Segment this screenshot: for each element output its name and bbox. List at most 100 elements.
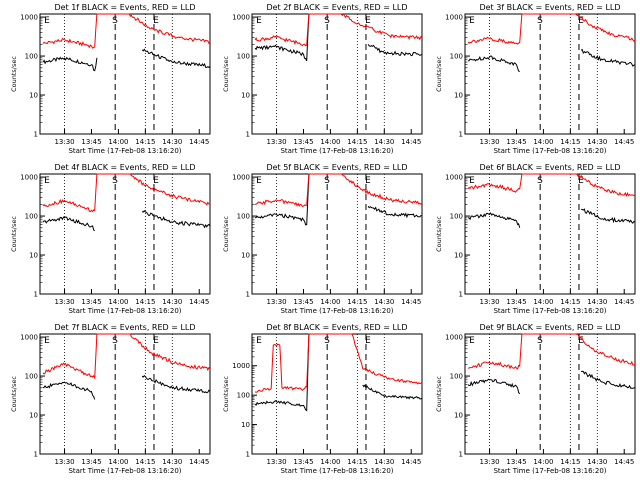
x-tick-label: 14:45 (401, 138, 421, 146)
y-tick-label: 1 (459, 451, 463, 459)
x-axis-label: Start Time (17-Feb-08 13:16:20) (280, 467, 393, 475)
interval-marker: E (153, 336, 159, 346)
detector-panel: Det 9f BLACK = Events, RED = LLD 1 10 100 10… (435, 323, 636, 475)
x-tick-label: 14:15 (560, 458, 580, 466)
x-tick-label: 13:30 (479, 458, 499, 466)
interval-marker: S (324, 176, 330, 186)
y-tick-label: 10 (454, 412, 463, 420)
y-tick-label: 100 (237, 392, 250, 400)
plot-frame (39, 13, 211, 135)
interval-marker: S (537, 336, 543, 346)
interval-marker: E (469, 176, 475, 186)
y-tick-label: 100 (450, 373, 463, 381)
lld-series-line (254, 13, 423, 47)
y-tick-label: 1 (246, 131, 250, 139)
y-axis-label: Counts/sec (222, 376, 230, 412)
interval-marker: S (537, 16, 543, 26)
x-tick-label: 14:30 (374, 298, 394, 306)
y-tick-label: 10 (454, 252, 463, 260)
x-tick-label: 13:30 (266, 138, 286, 146)
interval-marker: E (44, 176, 50, 186)
lld-series-line (467, 13, 636, 45)
x-tick-label: 14:15 (135, 298, 155, 306)
lld-series-line (467, 333, 636, 370)
detector-panel: Det 1f BLACK = Events, RED = LLD 1 10 100 10… (10, 3, 211, 155)
lld-series-line (467, 173, 636, 197)
x-tick-label: 14:15 (347, 298, 367, 306)
events-series-line (254, 333, 310, 412)
y-axis-label: Counts/sec (435, 376, 443, 412)
y-tick-label: 1 (459, 131, 463, 139)
x-tick-label: 14:15 (347, 138, 367, 146)
y-axis-label: Counts/sec (10, 216, 18, 252)
y-tick-label: 1000 (20, 14, 38, 22)
x-tick-label: 13:45 (506, 138, 526, 146)
y-axis-label: Counts/sec (435, 216, 443, 252)
y-tick-label: 1000 (445, 174, 463, 182)
x-tick-label: 14:45 (189, 138, 209, 146)
events-series-line (367, 44, 423, 57)
interval-marker: E (365, 16, 371, 26)
interval-marker: E (153, 176, 159, 186)
x-tick-label: 14:30 (162, 458, 182, 466)
detector-panel: Det 8f BLACK = Events, RED = LLD 1 10 100 10… (222, 323, 423, 475)
x-axis-label: Start Time (17-Feb-08 13:16:20) (68, 467, 181, 475)
interval-marker: E (578, 336, 584, 346)
y-tick-label: 1 (34, 131, 38, 139)
y-tick-label: 100 (25, 213, 38, 221)
events-series-line (467, 378, 521, 395)
y-tick-label: 100 (450, 53, 463, 61)
y-tick-label: 1000 (20, 334, 38, 342)
x-tick-label: 14:00 (108, 138, 128, 146)
y-tick-label: 100 (25, 373, 38, 381)
x-axis-label: Start Time (17-Feb-08 13:16:20) (493, 147, 606, 155)
x-tick-label: 13:30 (266, 298, 286, 306)
x-tick-label: 13:30 (54, 298, 74, 306)
events-series-line (254, 13, 310, 62)
lld-series-line (254, 333, 423, 393)
y-tick-label: 1000 (232, 14, 250, 22)
x-axis-label: Start Time (17-Feb-08 13:16:20) (493, 307, 606, 315)
x-tick-label: 14:00 (320, 138, 340, 146)
x-tick-label: 14:30 (162, 298, 182, 306)
y-tick-label: 10 (29, 412, 38, 420)
x-tick-label: 14:15 (135, 138, 155, 146)
y-tick-label: 1 (459, 291, 463, 299)
events-series-line (42, 381, 96, 400)
plot-frame (39, 173, 211, 295)
panel-title: Det 3f BLACK = Events, RED = LLD (479, 3, 620, 12)
y-tick-label: 100 (237, 53, 250, 61)
interval-marker: S (112, 336, 118, 346)
x-tick-label: 14:45 (401, 458, 421, 466)
x-tick-label: 14:00 (533, 138, 553, 146)
y-tick-label: 100 (450, 213, 463, 221)
events-series-line (42, 216, 96, 232)
interval-marker: S (537, 176, 543, 186)
x-tick-label: 13:30 (54, 458, 74, 466)
interval-marker: E (256, 336, 262, 346)
x-axis-label: Start Time (17-Feb-08 13:16:20) (280, 147, 393, 155)
events-series-line (141, 210, 211, 229)
x-tick-label: 14:00 (320, 458, 340, 466)
y-axis-label: Counts/sec (10, 56, 18, 92)
plot-frame (251, 173, 423, 295)
events-series-line (580, 48, 636, 67)
x-tick-label: 13:30 (54, 138, 74, 146)
interval-marker: E (153, 16, 159, 26)
y-tick-label: 1000 (445, 14, 463, 22)
lld-series-line (42, 13, 211, 49)
panel-title: Det 1f BLACK = Events, RED = LLD (54, 3, 195, 12)
x-tick-label: 13:45 (293, 298, 313, 306)
y-tick-label: 10 (454, 92, 463, 100)
plot-frame (464, 173, 636, 295)
plot-frame (251, 13, 423, 135)
y-axis-label: Counts/sec (435, 56, 443, 92)
lld-series-line (42, 333, 211, 380)
interval-marker: S (324, 336, 330, 346)
x-tick-label: 14:00 (533, 298, 553, 306)
y-tick-label: 10 (241, 421, 250, 429)
y-axis-label: Counts/sec (222, 56, 230, 92)
detector-panel: Det 5f BLACK = Events, RED = LLD 1 10 100 10… (222, 163, 423, 315)
events-series-line (467, 55, 520, 73)
